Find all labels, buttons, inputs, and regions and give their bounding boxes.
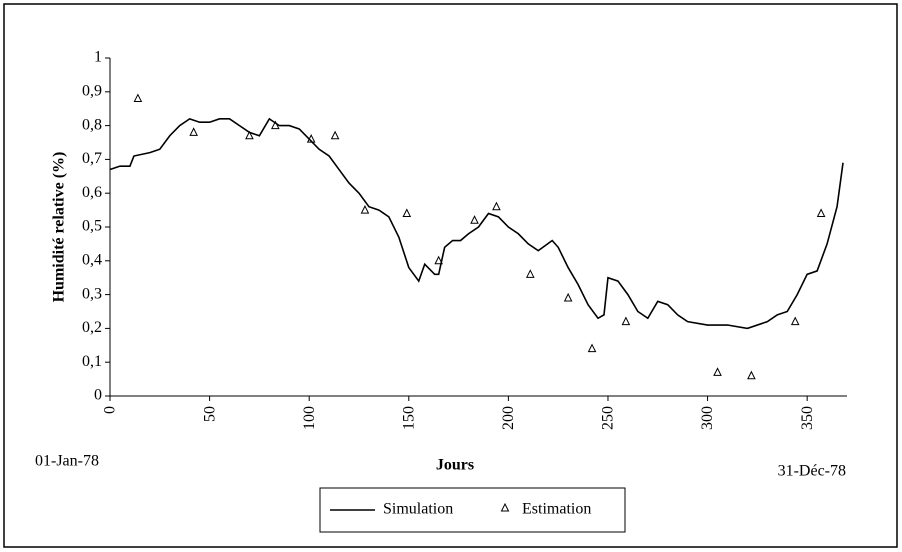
estimation-marker <box>189 127 198 136</box>
estimation-marker <box>360 204 370 214</box>
x-tick-label: 350 <box>799 406 816 430</box>
estimation-marker <box>271 120 280 130</box>
y-tick-label: 0,7 <box>82 150 102 167</box>
estimation-marker <box>470 215 479 224</box>
estimation-marker <box>133 93 143 103</box>
estimation-marker <box>747 370 756 380</box>
x-tick-label: 0 <box>102 406 119 414</box>
estimation-marker <box>330 130 340 140</box>
x-tick-label: 50 <box>201 406 218 422</box>
estimation-marker <box>245 130 254 140</box>
estimation-marker <box>713 367 722 376</box>
y-tick-label: 0,5 <box>82 218 102 235</box>
x-tick-label: 200 <box>500 406 517 430</box>
y-tick-label: 0,2 <box>82 319 102 336</box>
x-axis-label: Jours <box>436 457 474 474</box>
estimation-marker <box>587 343 597 353</box>
y-tick-label: 1 <box>94 49 102 66</box>
start-date: 01-Jan-78 <box>35 453 99 470</box>
x-tick-label: 300 <box>699 406 716 430</box>
estimation-marker <box>816 208 826 217</box>
y-tick-label: 0,8 <box>82 116 102 133</box>
x-tick-label: 250 <box>600 406 617 430</box>
legend-label: Simulation <box>383 501 453 518</box>
y-tick-label: 0,4 <box>82 251 102 268</box>
y-tick-label: 0 <box>94 387 102 404</box>
y-tick-label: 0,9 <box>82 82 102 99</box>
estimation-marker <box>306 134 316 143</box>
y-tick-label: 0,3 <box>82 285 102 302</box>
x-tick-label: 150 <box>400 406 417 430</box>
y-tick-label: 0,1 <box>82 353 102 370</box>
legend-label: Estimation <box>522 501 591 518</box>
legend-swatch <box>500 502 510 512</box>
estimation-marker <box>492 201 501 211</box>
estimation-marker <box>525 269 535 278</box>
end-date: 31-Déc-78 <box>778 463 846 480</box>
estimation-marker <box>563 292 573 302</box>
estimation-marker <box>621 316 631 326</box>
chart-border <box>3 3 898 548</box>
estimation-marker <box>402 208 412 217</box>
x-tick-label: 100 <box>301 406 318 430</box>
estimation-marker <box>434 255 443 265</box>
y-axis-label: Humidité relative (%) <box>51 152 68 303</box>
simulation-line <box>109 117 844 330</box>
y-tick-label: 0,6 <box>82 184 102 201</box>
estimation-marker <box>790 316 800 326</box>
